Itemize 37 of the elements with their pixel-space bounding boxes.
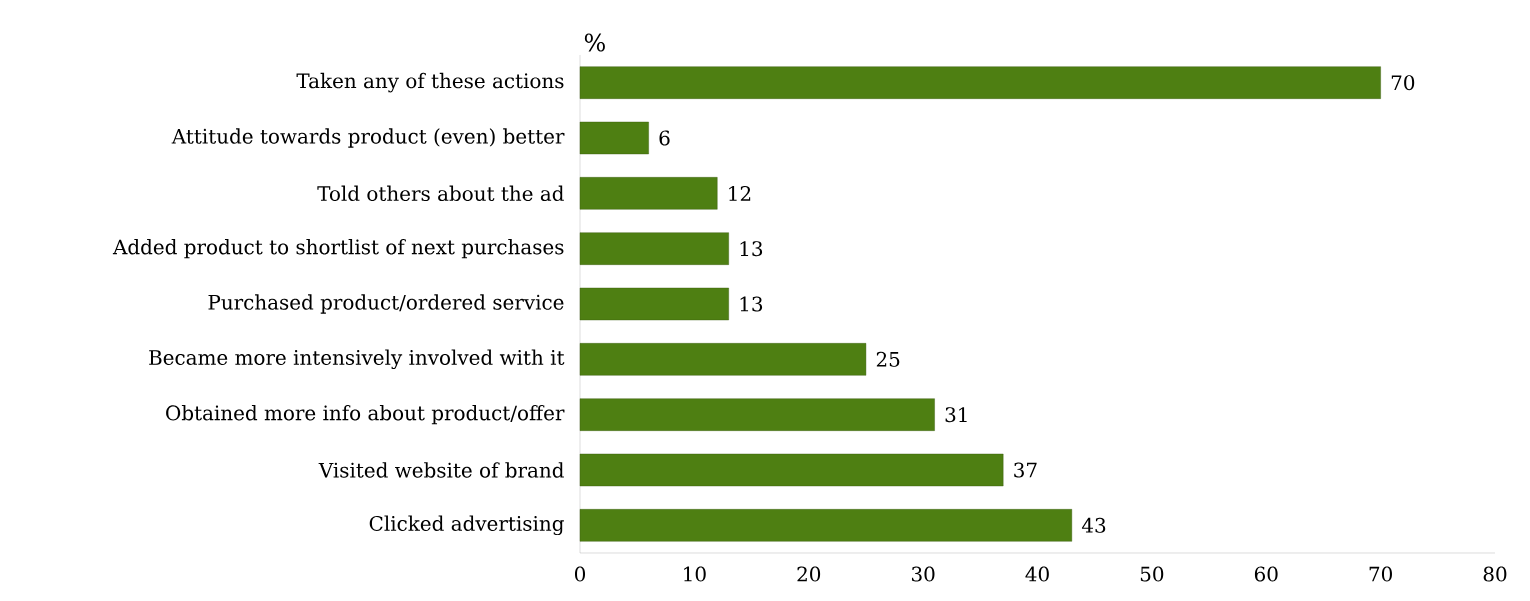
bar	[579, 398, 935, 431]
bar	[579, 343, 867, 376]
data-label: 13	[740, 241, 763, 257]
x-tick-label: 20	[797, 566, 821, 582]
data-label: 43	[1081, 517, 1106, 533]
bar	[579, 177, 718, 210]
bar	[579, 66, 1381, 99]
x-tick-label: 40	[1025, 566, 1049, 582]
bar	[579, 453, 1004, 487]
bar	[579, 232, 729, 265]
bar	[579, 509, 1073, 542]
bar	[579, 121, 649, 155]
x-tick-label: 70	[1369, 566, 1392, 582]
y-tick-label: Became more intensively involved with it	[149, 349, 565, 370]
data-label: 12	[729, 185, 751, 201]
x-tick-label: 80	[1483, 566, 1507, 582]
y-tick-label: Obtained more info about product/offer	[166, 405, 565, 425]
x-tick-label: 30	[911, 566, 935, 582]
y-tick-label: Added product to shortlist of next purchases	[112, 239, 564, 259]
y-tick-label: Visited website of brand	[318, 462, 564, 478]
x-tick-label: 0	[574, 566, 586, 582]
data-label: 6	[659, 130, 670, 146]
data-label: 31	[945, 407, 967, 423]
data-label: 25	[876, 351, 900, 367]
y-tick-label: Told others about the ad	[317, 185, 564, 202]
x-axis-title: %	[584, 33, 605, 52]
x-tick-label: 10	[684, 566, 706, 582]
y-tick-label: Attitude towards product (even) better	[171, 128, 565, 148]
y-tick-label: Taken any of these actions	[296, 72, 564, 93]
y-tick-label: Purchased product/ordered service	[208, 294, 564, 314]
x-tick-label: 60	[1254, 566, 1278, 582]
data-label: 70	[1391, 75, 1415, 91]
data-label: 13	[740, 296, 763, 312]
x-tick-label: 50	[1140, 566, 1164, 582]
y-tick-label: Clicked advertising	[369, 515, 564, 536]
data-label: 37	[1014, 462, 1037, 478]
bar	[579, 287, 729, 321]
